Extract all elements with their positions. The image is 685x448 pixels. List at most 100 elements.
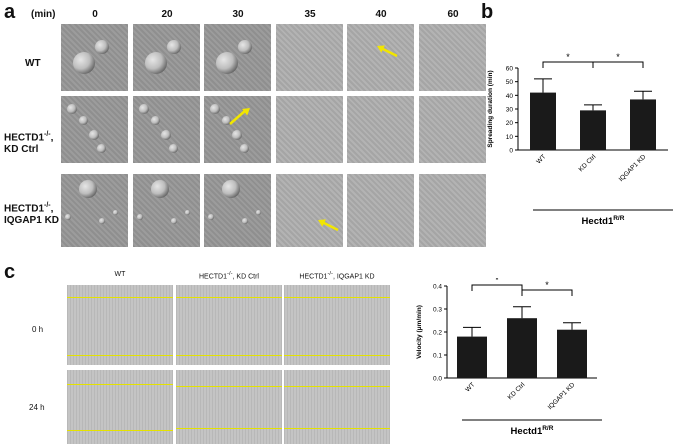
wound-edge-line (176, 428, 282, 429)
arrow-icon (318, 219, 339, 232)
wound-edge-line (176, 386, 282, 387)
y-tick-label: 0 (509, 148, 513, 155)
arrow-icon (229, 108, 250, 125)
y-tick-label: 0.4 (433, 284, 442, 291)
microscopy-image (419, 174, 486, 247)
cell-shape (238, 40, 252, 54)
column-label-iqgap1-kd: HECTD1-/-, IQGAP1 KD (299, 271, 375, 281)
cell-shape (216, 52, 238, 74)
cell-shape (65, 214, 71, 220)
wound-image (176, 370, 282, 444)
microscopy-image (347, 24, 414, 91)
significance-bracket (592, 61, 644, 68)
time-label: 20 (161, 9, 173, 20)
group-label: Hectd1R/R (511, 425, 554, 437)
cell-shape (242, 218, 248, 224)
column-label-kd-ctrl: HECTD1-/-, KD Ctrl (199, 271, 259, 281)
group-label: Hectd1R/R (582, 215, 625, 227)
bar (630, 99, 656, 150)
cell-shape (79, 116, 88, 125)
cell-shape (167, 40, 181, 54)
cell-shape (97, 144, 106, 153)
y-tick-label: 20 (506, 120, 514, 127)
x-tick-label: IQGAP1 KD (547, 381, 577, 411)
wound-edge-line (176, 355, 282, 356)
cell-shape (79, 180, 97, 198)
y-axis-label: Velocity (μm/min) (416, 305, 423, 359)
cell-shape (240, 144, 249, 153)
x-tick-label: IQGAP1 KD (618, 153, 648, 183)
y-tick-label: 10 (506, 134, 514, 141)
microscopy-image (133, 174, 200, 247)
row-label-wt: WT (25, 58, 41, 69)
microscopy-image (419, 24, 486, 91)
bar (457, 336, 487, 378)
cell-shape (256, 210, 261, 215)
cell-shape (222, 180, 240, 198)
time-unit-label: (min) (31, 9, 56, 20)
significance-bracket (521, 289, 573, 296)
x-tick-label: WT (535, 153, 547, 165)
cell-shape (139, 104, 149, 114)
time-label: 40 (375, 9, 387, 20)
cell-shape (161, 130, 171, 140)
wound-edge-line (284, 297, 390, 298)
significance-label: * (566, 52, 570, 62)
cell-shape (151, 180, 169, 198)
cell-shape (137, 214, 143, 220)
wound-edge-line (284, 428, 390, 429)
cell-shape (151, 116, 160, 125)
cell-shape (232, 130, 242, 140)
cell-shape (222, 116, 231, 125)
cell-shape (95, 40, 109, 54)
cell-shape (185, 210, 190, 215)
wound-edge-line (67, 384, 173, 385)
bar (557, 329, 587, 378)
cell-shape (113, 210, 118, 215)
x-tick-label: KD Ctrl (507, 381, 527, 401)
velocity-chart: 0.0 0.1 0.2 0.3 0.4 Velocity (μm/min) WT KD Ctr… (416, 278, 602, 437)
wound-image (67, 370, 173, 444)
microscopy-image (204, 96, 271, 163)
wound-edge-line (284, 355, 390, 356)
bar (507, 318, 537, 378)
wound-edge-line (284, 386, 390, 387)
microscopy-image (61, 96, 128, 163)
bar (580, 110, 606, 150)
cell-shape (171, 218, 177, 224)
cell-shape (67, 104, 77, 114)
wound-image (284, 285, 390, 365)
wound-image (67, 285, 173, 365)
microscopy-image (61, 174, 128, 247)
time-label: 30 (232, 9, 244, 20)
row-label-24h: 24 h (29, 403, 45, 412)
microscopy-image (276, 174, 343, 247)
cell-shape (73, 52, 95, 74)
wound-image (284, 370, 390, 444)
microscopy-image (133, 24, 200, 91)
arrow-icon (377, 45, 398, 58)
y-tick-label: 30 (506, 107, 514, 114)
y-tick-label: 40 (506, 93, 514, 100)
wound-edge-line (67, 297, 173, 298)
wound-edge-line (67, 355, 173, 356)
significance-bracket (471, 284, 523, 291)
microscopy-image (204, 24, 271, 91)
panel-c-label: c (4, 261, 16, 283)
row-label-kd-ctrl: HECTD1-/-, KD Ctrl (4, 131, 54, 156)
microscopy-image (61, 24, 128, 91)
significance-bracket (542, 61, 594, 68)
y-tick-label: 0.3 (433, 307, 442, 314)
significance-label: * (495, 278, 499, 285)
microscopy-image (276, 24, 343, 91)
y-tick-label: 0.2 (433, 330, 442, 337)
microscopy-image (419, 96, 486, 163)
row-label-iqgap1-kd: HECTD1-/-, IQGAP1 KD (4, 202, 60, 227)
cell-shape (145, 52, 167, 74)
microscopy-image (133, 96, 200, 163)
cell-shape (210, 104, 220, 114)
y-axis-label: Spreading duration (min) (487, 70, 494, 147)
wound-edge-line (176, 297, 282, 298)
significance-label: * (545, 280, 549, 290)
wound-edge-line (67, 430, 173, 431)
